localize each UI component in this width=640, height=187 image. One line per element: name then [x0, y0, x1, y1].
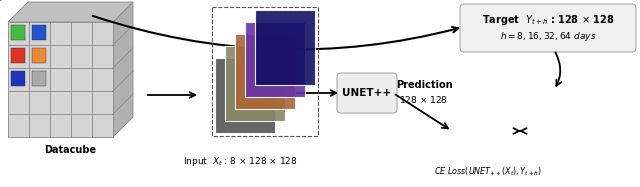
Polygon shape — [245, 22, 305, 96]
FancyBboxPatch shape — [11, 25, 25, 40]
FancyBboxPatch shape — [32, 25, 46, 40]
FancyBboxPatch shape — [32, 71, 46, 86]
Polygon shape — [113, 2, 133, 137]
Text: $h = 8, 16, 32, 64$ days: $h = 8, 16, 32, 64$ days — [500, 30, 596, 42]
Text: Prediction: Prediction — [396, 80, 452, 90]
FancyBboxPatch shape — [32, 48, 46, 63]
Polygon shape — [255, 10, 315, 85]
Polygon shape — [8, 2, 133, 22]
Text: 128 $\times$ 128: 128 $\times$ 128 — [399, 94, 449, 105]
Text: Input  $X_t$ : 8 $\times$ 128 $\times$ 128: Input $X_t$ : 8 $\times$ 128 $\times$ 12… — [182, 155, 298, 168]
Text: $CE\ Loss(UNET_{++}(X_t), Y_{t+h})$: $CE\ Loss(UNET_{++}(X_t), Y_{t+h})$ — [434, 165, 542, 178]
Text: Target  $Y_{t+h}$ : 128 $\times$ 128: Target $Y_{t+h}$ : 128 $\times$ 128 — [482, 13, 614, 27]
FancyBboxPatch shape — [11, 48, 25, 63]
FancyBboxPatch shape — [337, 73, 397, 113]
Polygon shape — [215, 57, 275, 133]
Polygon shape — [225, 45, 285, 120]
Polygon shape — [235, 33, 295, 108]
Polygon shape — [8, 22, 113, 137]
FancyBboxPatch shape — [11, 71, 25, 86]
Text: UNET++: UNET++ — [342, 88, 392, 98]
FancyBboxPatch shape — [460, 4, 636, 52]
Text: Datacube: Datacube — [44, 145, 97, 155]
